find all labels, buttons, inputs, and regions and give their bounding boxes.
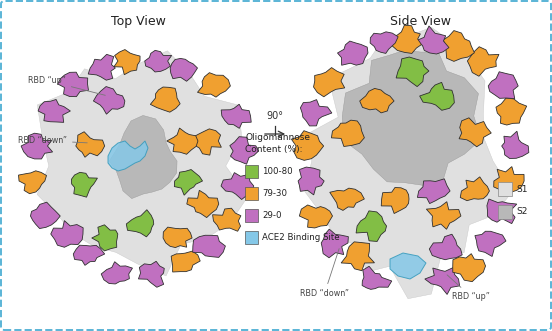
Polygon shape [425,267,460,295]
FancyBboxPatch shape [245,187,258,200]
Polygon shape [167,128,198,154]
Polygon shape [453,254,486,282]
FancyBboxPatch shape [245,231,258,244]
Polygon shape [488,72,518,99]
Text: S2: S2 [516,208,527,216]
Polygon shape [221,104,251,128]
Polygon shape [163,227,192,248]
Polygon shape [362,266,392,289]
Polygon shape [194,129,221,155]
Polygon shape [337,41,368,65]
Polygon shape [502,131,529,159]
Polygon shape [459,118,491,147]
Text: Side View: Side View [390,15,450,28]
Polygon shape [230,137,258,164]
Polygon shape [21,133,52,159]
Polygon shape [73,245,105,265]
Polygon shape [460,177,490,201]
Polygon shape [71,172,98,197]
Polygon shape [145,50,172,72]
Text: Oligomannose
Content (%):: Oligomannose Content (%): [245,133,310,154]
FancyBboxPatch shape [498,182,512,196]
Polygon shape [299,205,332,228]
Polygon shape [370,32,398,53]
Text: 29-0: 29-0 [262,211,282,219]
Polygon shape [76,132,105,157]
Polygon shape [443,30,474,61]
Polygon shape [342,50,481,187]
FancyBboxPatch shape [245,209,258,222]
FancyBboxPatch shape [245,165,258,178]
Polygon shape [305,27,512,299]
Text: RBD “up”: RBD “up” [447,275,490,301]
Text: RBD “up”: RBD “up” [28,76,105,95]
Polygon shape [314,68,345,97]
Polygon shape [30,202,60,228]
Text: 79-30: 79-30 [262,188,287,198]
Polygon shape [101,262,132,284]
Polygon shape [390,25,422,53]
Text: RBD “down”: RBD “down” [300,249,349,298]
Polygon shape [298,167,324,195]
Polygon shape [390,253,426,279]
Polygon shape [429,234,462,260]
Polygon shape [92,225,118,251]
Polygon shape [58,72,88,97]
Polygon shape [213,208,241,231]
Polygon shape [321,229,348,258]
Polygon shape [291,131,323,160]
Text: S1: S1 [516,184,528,194]
Polygon shape [426,202,461,229]
Polygon shape [37,51,248,276]
Polygon shape [360,88,394,113]
Polygon shape [341,242,374,271]
Polygon shape [356,211,386,241]
Polygon shape [150,87,180,112]
Polygon shape [475,231,506,257]
Polygon shape [221,173,254,200]
Text: Top View: Top View [110,15,166,28]
Polygon shape [19,171,46,194]
Polygon shape [330,188,364,211]
Polygon shape [300,100,332,126]
Polygon shape [108,141,148,171]
Polygon shape [187,190,219,217]
Polygon shape [198,73,230,97]
Polygon shape [174,169,203,195]
Polygon shape [416,26,449,54]
Polygon shape [396,57,429,87]
Text: 100-80: 100-80 [262,166,293,175]
Polygon shape [93,86,125,114]
Polygon shape [170,59,198,81]
Polygon shape [109,116,177,199]
Text: ACE2 Binding Site: ACE2 Binding Site [262,232,339,242]
Polygon shape [468,47,499,76]
Polygon shape [420,82,454,110]
Polygon shape [487,199,517,224]
Polygon shape [171,251,200,272]
FancyBboxPatch shape [498,205,512,219]
Polygon shape [417,179,450,204]
Polygon shape [88,54,115,80]
Polygon shape [38,100,71,122]
Polygon shape [51,220,83,247]
Polygon shape [114,50,140,75]
Polygon shape [139,261,164,287]
Polygon shape [193,235,225,258]
Polygon shape [381,188,409,213]
Text: 90°: 90° [267,111,284,121]
Polygon shape [493,166,524,192]
Polygon shape [496,98,527,125]
Text: RBD “down”: RBD “down” [18,136,87,145]
Polygon shape [331,120,364,147]
Polygon shape [126,210,153,237]
